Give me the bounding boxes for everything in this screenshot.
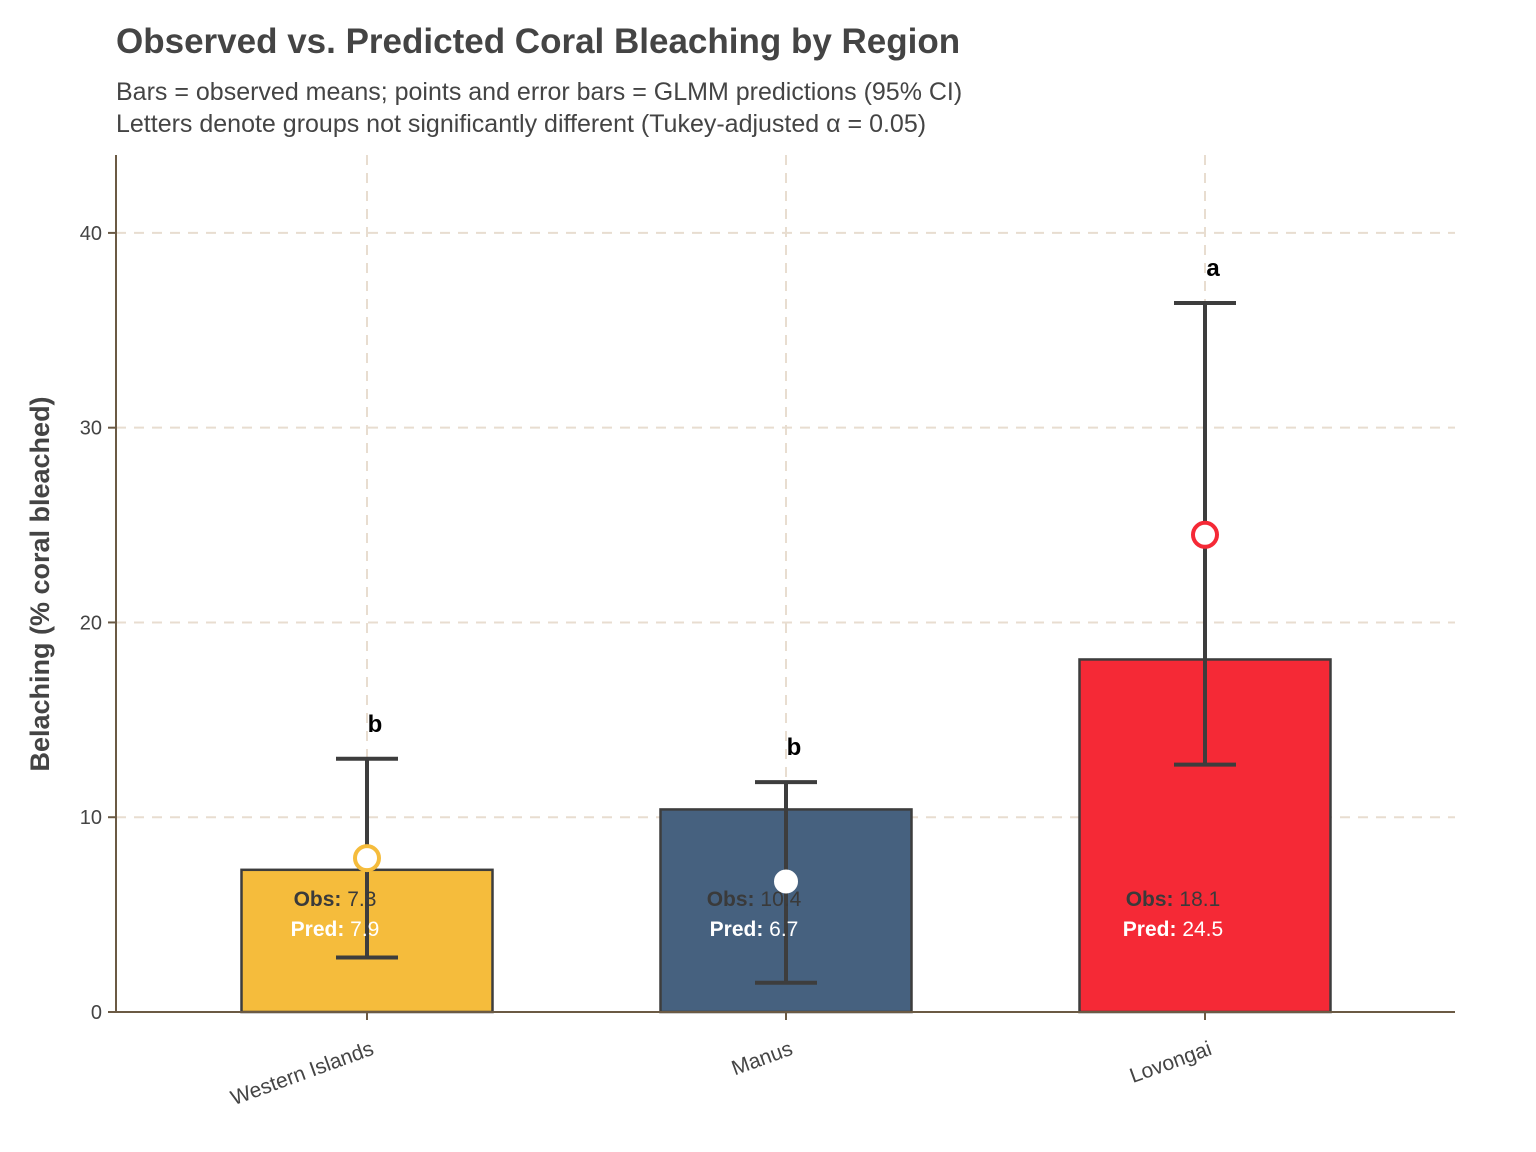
- y-axis-label: Belaching (% coral bleached): [25, 396, 55, 771]
- obs-value-label: Obs: 18.1: [1126, 888, 1221, 911]
- prediction-point: [1191, 520, 1219, 549]
- significance-letter: b: [368, 711, 383, 738]
- x-tick-label: Lovongai: [1127, 1037, 1215, 1088]
- prediction-point: [774, 869, 798, 894]
- obs-value-label: Obs: 7.3: [294, 888, 377, 911]
- value-labels: b Obs: 7.3 Pred: 7.9 b Obs: 10.4 Pred: 6.7 a Ob…: [291, 255, 1224, 941]
- y-tick-label: 40: [80, 223, 102, 245]
- pred-value-label: Pred: 7.9: [291, 918, 380, 941]
- chart-title: Observed vs. Predicted Coral Bleaching b…: [116, 22, 961, 61]
- y-tick-label: 0: [91, 1002, 102, 1024]
- y-tick-label: 10: [80, 807, 102, 829]
- pred-value-label: Pred: 6.7: [710, 918, 799, 941]
- significance-letter: b: [787, 734, 802, 761]
- prediction-point: [353, 844, 381, 873]
- prediction-points: [353, 520, 1219, 894]
- obs-value-label: Obs: 10.4: [707, 888, 802, 911]
- y-tick-label: 30: [80, 418, 102, 440]
- y-tick-label: 20: [80, 612, 102, 634]
- significance-letter: a: [1206, 255, 1220, 282]
- chart-subtitle-line-1: Bars = observed means; points and error …: [116, 78, 963, 106]
- x-tick-label: Manus: [729, 1037, 796, 1080]
- chart-subtitle-line-2: Letters denote groups not significantly …: [116, 110, 927, 138]
- pred-value-label: Pred: 24.5: [1123, 918, 1223, 941]
- x-tick-label: Western Islands: [228, 1037, 377, 1110]
